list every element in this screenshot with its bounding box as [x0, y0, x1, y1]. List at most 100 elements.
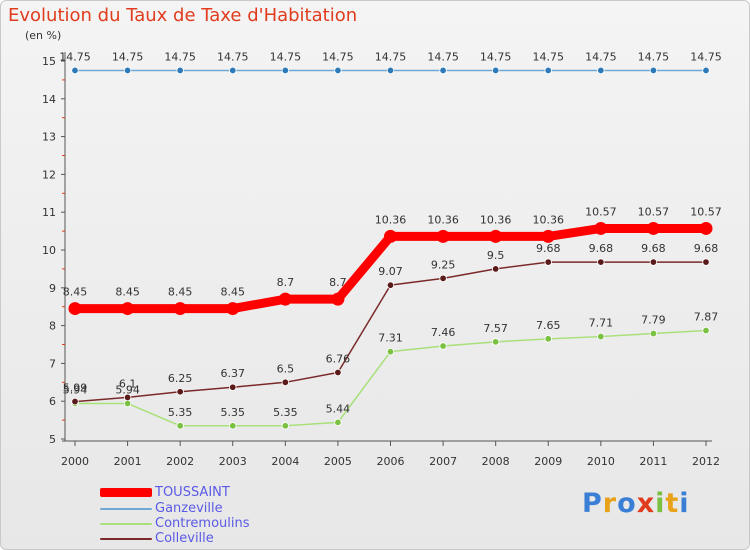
data-point-ganzeville	[702, 66, 710, 75]
data-point-colleville	[544, 258, 552, 266]
data-label-colleville: 9.5	[487, 249, 505, 262]
x-tick-label: 2003	[219, 455, 247, 468]
legend-item-contremoulins: Contremoulins	[100, 516, 360, 532]
x-tick-label: 2000	[61, 455, 89, 468]
data-label-colleville: 6.5	[277, 362, 295, 375]
data-label-colleville: 6.25	[168, 372, 193, 385]
data-label-toussaint: 8.7	[277, 276, 295, 289]
x-tick-label: 2002	[166, 455, 194, 468]
data-label-toussaint: 10.36	[375, 213, 407, 226]
data-label-ganzeville: 14.75	[638, 50, 670, 63]
data-label-contremoulins: 5.35	[273, 406, 298, 419]
data-point-ganzeville	[597, 66, 605, 75]
data-label-toussaint: 10.57	[638, 205, 670, 218]
logo-letter: i	[679, 488, 690, 519]
data-point-ganzeville	[334, 66, 342, 75]
data-point-colleville	[702, 258, 710, 266]
data-label-toussaint: 10.57	[690, 205, 722, 218]
data-label-toussaint: 8.7	[329, 276, 347, 289]
logo-letter: r	[602, 488, 618, 519]
y-tick-label: 5	[49, 433, 56, 446]
legend-swatch-colleville	[100, 538, 152, 540]
y-unit-label: (en %)	[25, 29, 62, 42]
data-point-toussaint	[121, 302, 135, 316]
data-label-colleville: 6.37	[221, 367, 246, 380]
data-label-colleville: 6.76	[326, 352, 351, 365]
x-tick-label: 2007	[429, 455, 457, 468]
data-label-contremoulins: 7.57	[483, 322, 508, 335]
data-point-toussaint	[331, 292, 345, 306]
y-tick-label: 11	[42, 206, 56, 219]
data-point-contremoulins	[123, 399, 132, 408]
data-label-ganzeville: 14.75	[427, 50, 459, 63]
data-label-toussaint: 10.57	[585, 205, 617, 218]
data-point-contremoulins	[281, 422, 290, 430]
data-label-colleville: 9.68	[589, 242, 614, 255]
y-tick-label: 10	[42, 244, 56, 257]
data-label-toussaint: 8.45	[168, 286, 193, 299]
data-point-contremoulins	[491, 338, 500, 346]
data-label-ganzeville: 14.75	[217, 50, 249, 63]
y-tick-label: 7	[49, 357, 56, 370]
data-label-contremoulins: 5.35	[168, 406, 193, 419]
logo-letter: o	[617, 488, 637, 519]
data-label-ganzeville: 14.75	[322, 50, 354, 63]
data-label-colleville: 6.1	[119, 377, 137, 390]
data-point-toussaint	[489, 229, 503, 243]
data-point-toussaint	[68, 302, 82, 316]
x-tick-label: 2001	[114, 455, 142, 468]
data-point-contremoulins	[649, 329, 658, 338]
data-point-toussaint	[699, 221, 713, 235]
legend-swatch-contremoulins	[100, 523, 152, 525]
data-label-ganzeville: 14.75	[690, 50, 722, 63]
data-label-contremoulins: 7.65	[536, 319, 561, 332]
data-point-toussaint	[594, 221, 608, 235]
data-label-colleville: 9.68	[536, 242, 561, 255]
data-label-toussaint: 8.45	[63, 286, 88, 299]
data-point-colleville	[281, 378, 290, 386]
data-point-ganzeville	[386, 66, 395, 75]
data-label-colleville: 5.99	[63, 382, 88, 395]
data-point-colleville	[649, 258, 658, 266]
data-point-ganzeville	[123, 66, 132, 75]
legend-item-toussaint: TOUSSAINT	[100, 485, 360, 501]
data-label-contremoulins: 7.31	[378, 332, 403, 345]
data-label-ganzeville: 14.75	[112, 50, 144, 63]
data-label-colleville: 9.68	[694, 242, 719, 255]
data-label-colleville: 9.07	[378, 265, 403, 278]
data-label-toussaint: 10.36	[480, 213, 512, 226]
y-tick-label: 15	[42, 55, 56, 68]
data-label-toussaint: 10.36	[427, 213, 459, 226]
data-point-contremoulins	[597, 332, 605, 341]
data-point-ganzeville	[491, 66, 500, 75]
x-tick-label: 2006	[377, 455, 405, 468]
x-tick-label: 2010	[587, 455, 615, 468]
data-point-toussaint	[436, 229, 450, 243]
y-tick-label: 8	[49, 320, 56, 333]
y-tick-label: 12	[42, 168, 56, 181]
data-label-contremoulins: 5.94	[63, 383, 88, 396]
data-label-contremoulins: 7.87	[694, 311, 719, 324]
data-label-ganzeville: 14.75	[533, 50, 565, 63]
data-label-ganzeville: 14.75	[375, 50, 407, 63]
data-label-ganzeville: 14.75	[585, 50, 617, 63]
logo-letter: P	[582, 488, 603, 519]
data-point-contremoulins	[176, 422, 184, 430]
logo-letter: i	[655, 488, 666, 519]
data-label-ganzeville: 14.75	[480, 50, 512, 63]
data-point-colleville	[491, 265, 500, 273]
legend-swatch-toussaint	[100, 488, 152, 497]
data-label-toussaint: 8.45	[115, 286, 140, 299]
data-point-colleville	[229, 383, 237, 391]
data-label-contremoulins: 7.71	[589, 317, 614, 330]
data-point-toussaint	[278, 292, 292, 306]
legend-label-contremoulins: Contremoulins	[155, 516, 250, 531]
data-point-contremoulins	[334, 418, 342, 427]
data-point-colleville	[334, 368, 342, 377]
data-point-colleville	[597, 258, 605, 266]
chart-title: Evolution du Taux de Taxe d'Habitation	[8, 5, 358, 26]
y-tick-label: 9	[49, 282, 56, 295]
x-tick-label: 2009	[534, 455, 562, 468]
